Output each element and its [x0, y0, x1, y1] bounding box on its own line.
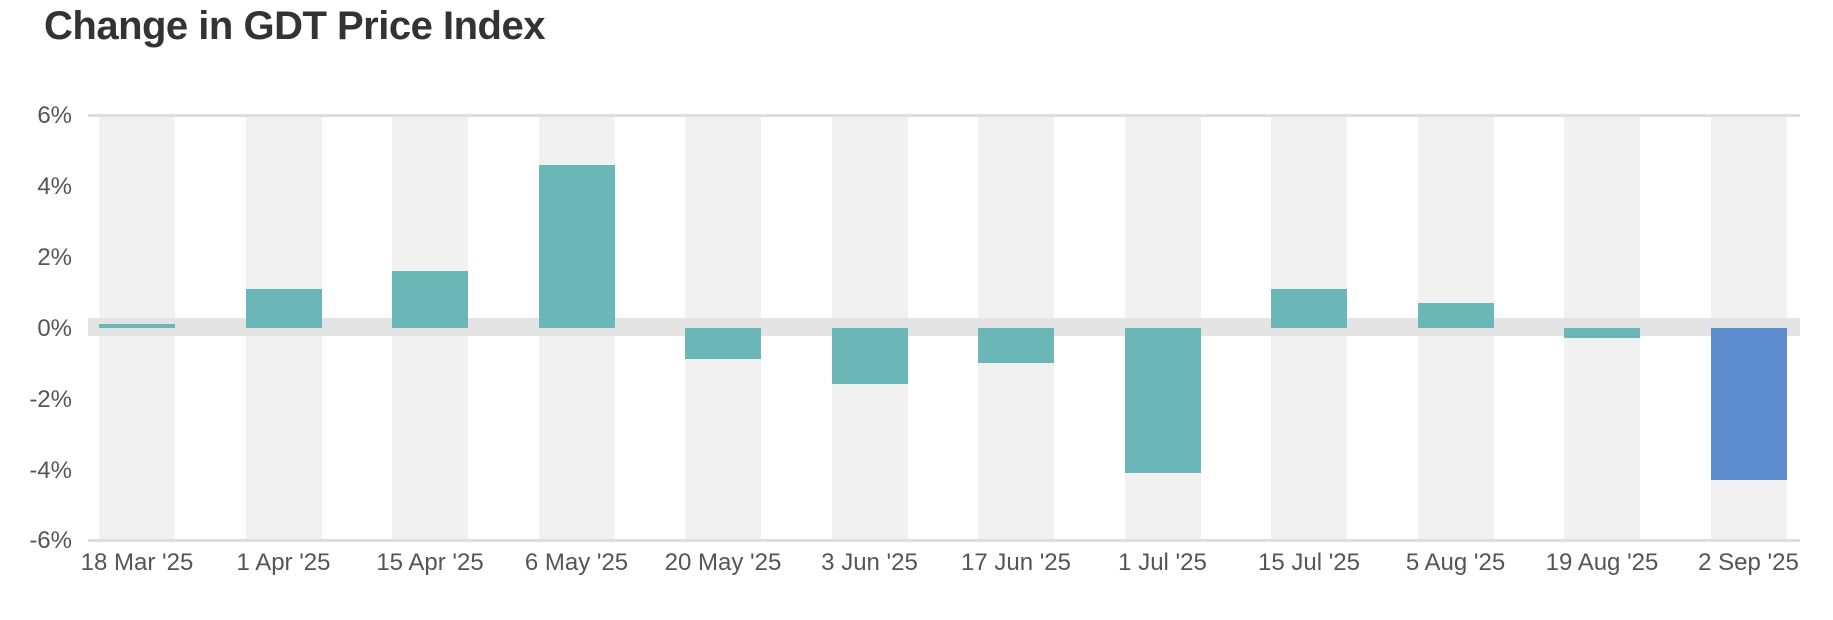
- bar-3-jun-25[interactable]: [831, 327, 908, 385]
- bar-17-jun-25[interactable]: [978, 327, 1054, 364]
- x-tick-label: 17 Jun '25: [960, 549, 1071, 576]
- bar-5-aug-25[interactable]: [1417, 302, 1494, 328]
- y-tick-label: 0%: [37, 314, 72, 342]
- x-tick-label: 20 May '25: [664, 549, 782, 576]
- gridline-minus-6pct: [88, 539, 1800, 542]
- bar-20-may-25[interactable]: [685, 327, 761, 360]
- bar-6-may-25[interactable]: [538, 164, 615, 328]
- x-tick-label: 6 May '25: [524, 549, 629, 576]
- bar-2-sep-25[interactable]: [1710, 327, 1787, 480]
- chart-title: Change in GDT Price Index: [44, 4, 545, 48]
- x-tick-label: 5 Aug '25: [1405, 549, 1506, 576]
- bar-15-apr-25[interactable]: [392, 270, 468, 328]
- x-tick-label: 15 Apr '25: [376, 549, 484, 576]
- y-tick-label: 2%: [37, 243, 72, 271]
- bar-1-apr-25[interactable]: [245, 288, 322, 328]
- y-tick-label: -2%: [29, 385, 72, 413]
- y-tick-label: 6%: [37, 102, 72, 129]
- x-tick-label: 1 Apr '25: [236, 549, 331, 576]
- y-tick-label: -4%: [29, 456, 72, 484]
- x-tick-label: 18 Mar '25: [80, 549, 194, 576]
- x-tick-label: 19 Aug '25: [1545, 549, 1659, 576]
- bar-18-mar-25[interactable]: [99, 324, 175, 328]
- bar-15-jul-25[interactable]: [1271, 288, 1347, 328]
- x-tick-label: 15 Jul '25: [1258, 549, 1360, 576]
- y-tick-label: -6%: [29, 527, 72, 555]
- x-tick-label: 1 Jul '25: [1118, 549, 1207, 576]
- gridline-6pct: [88, 114, 1800, 117]
- bar-1-jul-25[interactable]: [1124, 327, 1201, 473]
- x-tick-label: 3 Jun '25: [821, 549, 918, 576]
- zero-baseline-band: [88, 318, 1800, 336]
- y-tick-label: 4%: [37, 172, 72, 200]
- bar-19-aug-25[interactable]: [1564, 327, 1640, 339]
- plot-area: [88, 114, 1800, 542]
- x-tick-label: 2 Sep '25: [1698, 549, 1799, 576]
